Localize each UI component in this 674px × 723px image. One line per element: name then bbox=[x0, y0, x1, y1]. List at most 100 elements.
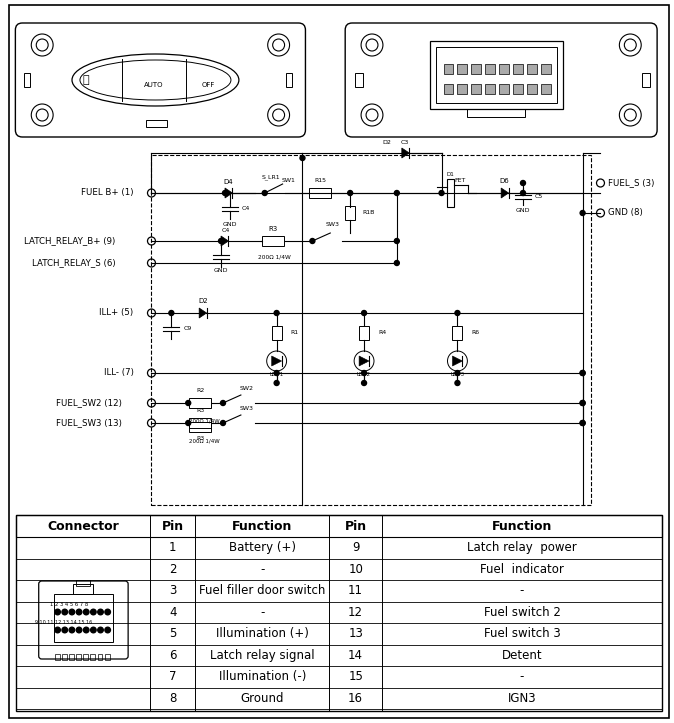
Bar bbox=[76, 654, 81, 660]
Bar bbox=[146, 120, 167, 127]
Circle shape bbox=[394, 239, 399, 244]
Circle shape bbox=[300, 155, 305, 161]
Bar bbox=[359, 326, 369, 340]
Text: 13: 13 bbox=[348, 628, 363, 641]
Text: FUEL_SW2 (12): FUEL_SW2 (12) bbox=[56, 398, 122, 408]
Text: 16: 16 bbox=[348, 692, 363, 705]
Text: 5: 5 bbox=[169, 628, 177, 641]
Circle shape bbox=[98, 627, 103, 633]
Text: 10: 10 bbox=[348, 562, 363, 576]
Text: SW1: SW1 bbox=[282, 179, 295, 184]
Circle shape bbox=[520, 181, 526, 186]
Bar bbox=[446, 179, 454, 207]
Bar bbox=[189, 418, 211, 428]
Bar bbox=[435, 47, 557, 103]
Text: 15: 15 bbox=[348, 670, 363, 683]
Polygon shape bbox=[221, 236, 228, 246]
Bar bbox=[272, 326, 282, 340]
Text: LATCH_RELAY_S (6): LATCH_RELAY_S (6) bbox=[32, 259, 116, 268]
Bar bbox=[541, 64, 551, 74]
Text: D1: D1 bbox=[447, 173, 454, 178]
Circle shape bbox=[105, 609, 111, 615]
Circle shape bbox=[348, 190, 353, 195]
Circle shape bbox=[361, 370, 367, 375]
Bar bbox=[443, 84, 454, 94]
Text: OFF: OFF bbox=[202, 82, 215, 88]
Circle shape bbox=[274, 370, 279, 375]
Bar bbox=[355, 73, 363, 87]
Polygon shape bbox=[199, 308, 207, 318]
Bar bbox=[429, 41, 563, 109]
Text: GND (8): GND (8) bbox=[609, 208, 643, 218]
Circle shape bbox=[394, 260, 399, 265]
Bar bbox=[458, 84, 467, 94]
Circle shape bbox=[580, 370, 585, 375]
Bar bbox=[152, 155, 590, 505]
Bar bbox=[286, 73, 292, 87]
Text: R3: R3 bbox=[196, 408, 204, 414]
Circle shape bbox=[186, 421, 191, 426]
Circle shape bbox=[580, 421, 585, 426]
Circle shape bbox=[169, 310, 174, 315]
Text: Fuel switch 2: Fuel switch 2 bbox=[483, 606, 561, 619]
Circle shape bbox=[310, 239, 315, 244]
Circle shape bbox=[262, 190, 267, 195]
Text: -: - bbox=[520, 584, 524, 597]
Bar bbox=[98, 654, 102, 660]
Bar bbox=[499, 84, 509, 94]
Bar bbox=[55, 654, 59, 660]
Circle shape bbox=[69, 609, 75, 615]
Bar bbox=[54, 594, 113, 642]
Text: C9: C9 bbox=[183, 327, 191, 332]
Text: SW2: SW2 bbox=[240, 387, 254, 391]
Text: Detent: Detent bbox=[501, 649, 543, 662]
Bar bbox=[189, 422, 211, 432]
Circle shape bbox=[186, 401, 191, 406]
Text: R1: R1 bbox=[290, 330, 299, 335]
Text: 2: 2 bbox=[169, 562, 177, 576]
Text: Illumination (+): Illumination (+) bbox=[216, 628, 309, 641]
Circle shape bbox=[105, 627, 111, 633]
Text: Ground: Ground bbox=[241, 692, 284, 705]
Text: D6: D6 bbox=[499, 178, 509, 184]
Bar bbox=[76, 580, 90, 586]
Bar bbox=[262, 236, 284, 246]
Text: D4: D4 bbox=[223, 179, 233, 185]
Text: -: - bbox=[260, 562, 264, 576]
Circle shape bbox=[98, 609, 103, 615]
Bar bbox=[69, 654, 74, 660]
Circle shape bbox=[62, 627, 67, 633]
Text: SW3: SW3 bbox=[326, 223, 339, 228]
Circle shape bbox=[274, 380, 279, 385]
Bar bbox=[485, 84, 495, 94]
Text: R2: R2 bbox=[196, 388, 204, 393]
Bar bbox=[471, 84, 481, 94]
Text: AUTO: AUTO bbox=[144, 82, 163, 88]
Text: IGN3: IGN3 bbox=[508, 692, 537, 705]
Bar bbox=[73, 584, 94, 594]
Bar bbox=[443, 64, 454, 74]
Text: 200Ω 1/4W: 200Ω 1/4W bbox=[189, 419, 220, 424]
Text: FUEL_SW3 (13): FUEL_SW3 (13) bbox=[56, 419, 122, 427]
Bar bbox=[83, 654, 88, 660]
Text: R3: R3 bbox=[268, 226, 277, 232]
Text: 9: 9 bbox=[352, 542, 359, 555]
Bar bbox=[499, 64, 509, 74]
Circle shape bbox=[580, 401, 585, 406]
Circle shape bbox=[90, 627, 96, 633]
Circle shape bbox=[580, 210, 585, 215]
Text: -: - bbox=[520, 670, 524, 683]
Polygon shape bbox=[272, 356, 282, 366]
Text: Fuel switch 3: Fuel switch 3 bbox=[484, 628, 560, 641]
Circle shape bbox=[84, 627, 89, 633]
Text: 4: 4 bbox=[169, 606, 177, 619]
Text: GND: GND bbox=[222, 221, 237, 226]
Text: ⛽: ⛽ bbox=[83, 75, 89, 85]
Polygon shape bbox=[225, 188, 233, 198]
Text: 12: 12 bbox=[348, 606, 363, 619]
Bar bbox=[309, 188, 332, 198]
Bar bbox=[16, 515, 662, 711]
Text: LATCH_RELAY_B+ (9): LATCH_RELAY_B+ (9) bbox=[24, 236, 116, 246]
Circle shape bbox=[55, 627, 61, 633]
Bar bbox=[345, 206, 355, 220]
